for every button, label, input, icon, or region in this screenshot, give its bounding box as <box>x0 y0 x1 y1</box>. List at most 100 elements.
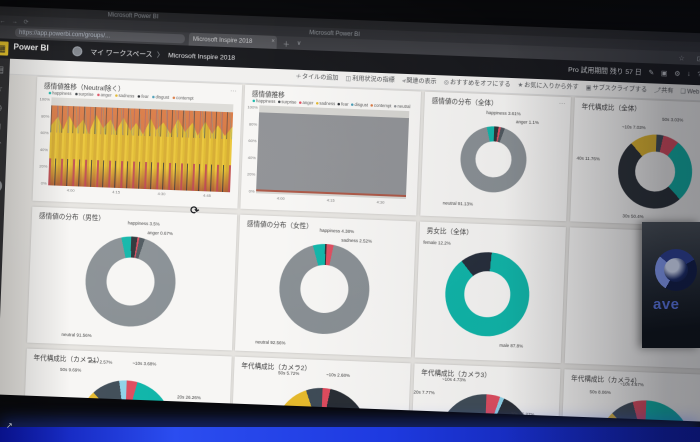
tile-age-dist-camera2[interactable]: 年代構成比（カメラ2） 50s 5.72% ~10s 2.68% 40s 19.… <box>229 356 411 423</box>
shared-with-me-icon[interactable]: ⤴ <box>0 140 1 150</box>
search-icon[interactable]: ⌕ <box>0 179 2 193</box>
donut-chart <box>76 378 174 423</box>
avex-logo-panel: ave <box>642 222 700 348</box>
data-label: ~10s 3.68% <box>132 360 157 367</box>
browser-action-icons[interactable]: ☆ ⊡ ⋯ <box>678 55 700 64</box>
data-label: 20s 7.77% <box>413 389 435 396</box>
data-label: 40s 11.76% <box>576 155 601 162</box>
avex-logo-text: ave <box>653 296 680 313</box>
donut-chart <box>595 398 694 423</box>
axis-tick: 80% <box>41 113 50 119</box>
donut-chart <box>443 250 531 338</box>
web-view-button[interactable]: ❑Web ビュー ∨ <box>680 88 700 96</box>
data-label: 20s 26.26% <box>177 394 201 401</box>
data-label: anger 1.1% <box>515 119 540 126</box>
related-icon: ⪡ <box>401 77 406 85</box>
subscribe-button[interactable]: ▣サブスクライブする <box>585 84 648 94</box>
metrics-icon: ◫ <box>345 75 352 83</box>
breadcrumb: マイ ワークスペース 〉 Microsoft Inspire 2018 <box>90 47 235 62</box>
qna-off-button[interactable]: ◎おすすめをオフにする <box>443 79 511 89</box>
tile-emotion-dist-all[interactable]: 感情値の分布（全体） … happiness 3.61% anger 1.1% … <box>420 91 571 222</box>
tile-menu-icon[interactable]: … <box>229 86 238 94</box>
tile-age-dist-all[interactable]: 年代構成比（全体） 50s 3.03% ~10s 7.03% 40s 11.76… <box>570 97 700 228</box>
legend-item: sadness <box>114 93 134 99</box>
tile-age-dist-camera4[interactable]: 年代構成比（カメラ4） ~10s 4.67% 50s 8.06% <box>559 369 700 423</box>
legend-item: fear <box>137 94 149 99</box>
stage-light-bar <box>0 427 700 442</box>
powerbi-logo: Power BI <box>13 42 49 54</box>
data-label: male 87.8% <box>499 342 524 349</box>
breadcrumb-separator: 〉 <box>156 51 164 59</box>
legend-item: happiness <box>252 98 276 104</box>
usage-metrics-button[interactable]: ◫利用状況の指標 <box>345 75 395 84</box>
new-tab-button[interactable]: ＋ <box>282 41 290 49</box>
data-label: ~10s 4.67% <box>619 381 644 388</box>
settings-icon[interactable]: ⚙ <box>673 69 681 78</box>
tile-title: 年代構成比（カメラ2） <box>241 362 312 373</box>
axis-tick: 40% <box>247 155 256 160</box>
edit-icon[interactable]: ✎ <box>647 68 654 77</box>
area-anger-fear-spikes <box>48 158 232 193</box>
data-label: neutral 92.56% <box>255 339 286 346</box>
data-label: 50s 3.03% <box>662 116 684 123</box>
data-label: 60s~ 2.57% <box>88 358 113 365</box>
apps-icon[interactable]: ⊞ <box>0 121 1 131</box>
subscribe-icon: ▣ <box>585 84 592 92</box>
browser-nav-icons[interactable]: ← → ⟳ <box>0 17 32 26</box>
axis-tick: 40% <box>39 147 49 152</box>
axis-tick: 4:00 <box>276 196 285 201</box>
tile-title: 感情値の分布（全体） <box>431 97 498 108</box>
recent-icon[interactable]: ◷ <box>0 102 3 113</box>
nav-menu-icon[interactable]: ▤ <box>0 64 5 75</box>
browser-tab[interactable]: Microsoft Power BI <box>107 11 159 20</box>
tile-emotion-trend-ex-neutral[interactable]: 感情値推移（Neutral除く） … happiness surprise ange… <box>32 76 243 209</box>
legend-item: disgust <box>152 94 169 100</box>
tile-title: 感情値の分布（女性） <box>246 220 313 231</box>
download-icon[interactable]: ↓ <box>686 69 691 78</box>
share-button[interactable]: ⤴共有 <box>653 87 674 95</box>
breadcrumb-page: Microsoft Inspire 2018 <box>167 51 236 62</box>
tile-emotion-trend-all[interactable]: 感情値推移 happiness surprise anger sadness fear d… <box>240 84 422 216</box>
data-label: 40s 19.88% <box>238 404 263 411</box>
comments-icon[interactable]: ▣ <box>660 69 668 77</box>
tile-menu-icon[interactable]: … <box>558 98 566 107</box>
legend-item: sadness <box>315 101 335 106</box>
donut-chart <box>83 234 178 329</box>
axis-tick: 4:15 <box>112 189 121 195</box>
legend-item: anger <box>298 100 313 105</box>
legend-item: surprise <box>75 91 94 97</box>
add-tile-button[interactable]: ＋タイルの追加 <box>294 73 339 82</box>
axis-tick: 4:30 <box>376 199 385 205</box>
tile-emotion-dist-male[interactable]: 感情値の分布（男性） happiness 3.5% anger 0.67% ne… <box>27 206 238 351</box>
axis-tick: 60% <box>40 130 49 136</box>
header-actions: Pro 試用期間 残り 57 日 ✎ ▣ ⚙ ↓ ? ● <box>568 64 700 80</box>
projected-browser-window: Microsoft Power BI ← → ⟳ Microsoft Power… <box>0 6 700 423</box>
donut-chart <box>435 392 534 423</box>
tile-emotion-dist-female[interactable]: 感情値の分布（女性） happiness 4.38% sadness 2.52%… <box>234 214 417 358</box>
dashboard-content: ＋タイルの追加 ◫利用状況の指標 ⪡関連の表示 ◎おすすめをオフにする ★お気に… <box>0 58 700 423</box>
browser-tab[interactable]: Microsoft Power BI <box>309 29 361 38</box>
tab-list-caret-icon[interactable]: ∨ <box>296 40 302 47</box>
data-label: happiness 4.38% <box>319 227 355 235</box>
data-label: 50s 8.06% <box>589 389 611 396</box>
tab-close-icon[interactable]: × <box>271 38 275 45</box>
tile-age-dist-camera1[interactable]: 年代構成比（カメラ1） 60s~ 2.57% ~10s 3.68% 50s 9.… <box>21 348 232 423</box>
tile-title: 年代構成比（全体） <box>581 103 642 113</box>
legend-item: happiness <box>48 90 72 96</box>
data-label: 30s 50.4% <box>622 213 644 220</box>
axis-tick: 60% <box>248 138 257 144</box>
legend-item: contempt <box>172 95 194 101</box>
url-text: https://app.powerbi.com/groups/... <box>18 29 111 40</box>
data-label: sadness 2.52% <box>341 237 373 244</box>
favorites-icon[interactable]: ☆ <box>0 83 4 94</box>
tile-gender-ratio[interactable]: 男女比（全体） female 12.2% male 87.8% <box>414 221 566 364</box>
waffle-menu-icon[interactable]: ▦ <box>0 41 9 56</box>
tile-age-dist-camera3[interactable]: 年代構成比（カメラ3） ~10s 4.73% 20s 7.77% 30s 35.… <box>409 363 561 423</box>
view-related-button[interactable]: ⪡関連の表示 <box>401 77 437 86</box>
breadcrumb-workspace[interactable]: マイ ワークスペース <box>90 48 153 59</box>
tab-label: Microsoft Inspire 2018 <box>192 35 253 45</box>
legend-item: anger <box>97 92 112 98</box>
workspace-avatar <box>72 46 83 57</box>
unfavorite-button[interactable]: ★お気に入りから外す <box>517 81 579 91</box>
pro-trial-badge: Pro 試用期間 残り 57 日 <box>567 66 642 77</box>
